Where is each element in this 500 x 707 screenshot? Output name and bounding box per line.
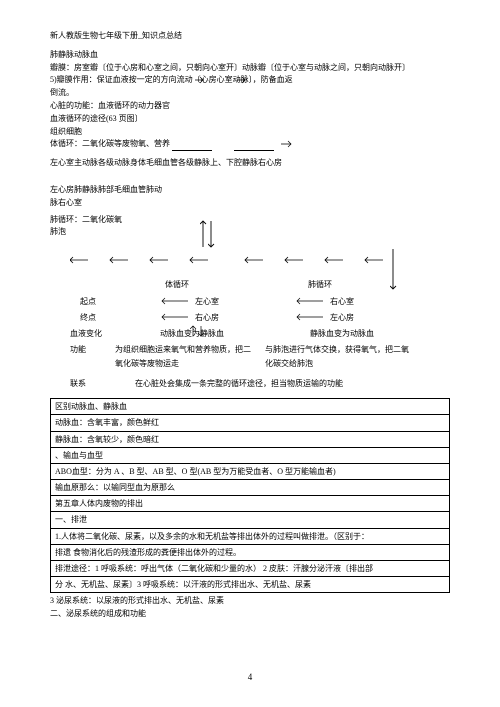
t-cell-3: 静脉血：含氧较少，颜色暗红 <box>51 431 450 447</box>
d-r3c: 静脉血变为动脉血 <box>310 328 374 339</box>
d-r2c: 左心房 <box>330 312 354 323</box>
d-r5c: 化碳交给肺泡 <box>265 358 313 369</box>
d-r5b: 氧化碳等废物运走 <box>115 358 179 369</box>
d-r1c: 右心室 <box>330 296 354 307</box>
t-cell-8: 一、排泄 <box>51 512 450 528</box>
line-2: 瓣膜：房室瓣〔位于心房和心室之间，只朝向心室开〕动脉瓣〔位于心室与动脉之间，只朝… <box>50 62 450 75</box>
circulation-diagram: 体循环 肺循环 起点 左心室 右心室 终点 右心房 左心房 血液变化 动脉血变为… <box>50 244 450 394</box>
d-r4c: 与肺泡进行气体交换，获得氧气，把二氧 <box>265 344 409 355</box>
d-r1b: 左心室 <box>195 296 219 307</box>
t-cell-7: 第五章人体内废物的排出 <box>51 496 450 512</box>
t-cell-10: 排遗 食物消化后的残渣形成的粪便排出体外的过程。 <box>51 544 450 560</box>
line-7: 组织细胞 <box>50 126 450 139</box>
line-13: 肺泡 <box>50 226 450 239</box>
line-6: 血液循环的途径(63 页图〕 <box>50 113 450 126</box>
d-lung-loop: 肺循环 <box>308 279 332 290</box>
d-r6a: 联系 <box>70 378 86 389</box>
line-9: 左心室主动脉各级动脉身体毛细血管各级静脉上、下腔静脉右心房 <box>50 157 450 170</box>
line-5: 心脏的功能：血液循环的动力器官 <box>50 100 450 113</box>
line-t14: 二、泌尿系统的组成和功能 <box>50 608 450 621</box>
line-10: 左心房肺静脉肺部毛细血管肺动 <box>50 184 450 197</box>
d-r4a: 功能 <box>70 344 86 355</box>
d-r6b: 在心脏处会集成一条完整的循环途径，担当物质运输的功能 <box>135 378 343 389</box>
t-cell-12: 分 水、无机盐、尿素〕3 呼吸系统：以汗液的形式排出水、无机盐、尿素 <box>51 577 450 593</box>
doc-header: 新人教版生物七年级下册_知识点总结 <box>50 30 450 43</box>
line-t13: 3 泌尿系统：以尿液的形式排出水、无机盐、尿素 <box>50 595 450 608</box>
line-3: 5)瓣膜作用：保证血液按一定的方向流动〔心房心室动脉〕，防备血返 <box>50 74 450 87</box>
t-cell-9: 1.人体将二氧化碳、尿素，以及多余的水和无机盐等排出体外的过程叫做排泄。（区别于… <box>51 528 450 544</box>
d-r3a: 血液变化 <box>70 328 102 339</box>
line-12: 肺循环：二氧化碳氧 <box>50 214 450 227</box>
line-8: 体循环：二氧化碳等废物氧、营养 <box>50 138 450 151</box>
d-r2b: 右心房 <box>195 312 219 323</box>
t-cell-1: 区别动脉血、静脉血 <box>51 399 450 415</box>
t-cell-5: ABO血型：分为 A 、B 型、AB 型、O 型(AB 型为万能受血者、O 型万… <box>51 463 450 479</box>
d-r2a: 终点 <box>80 312 96 323</box>
line-3-text: 5)瓣膜作用：保证血液按一定的方向流动〔心房心室动脉〕，防备血返 <box>50 75 293 84</box>
d-r1a: 起点 <box>80 296 96 307</box>
d-r4b: 为组织细胞运来氧气和营养物质，把二 <box>115 344 251 355</box>
line-4: 倒流。 <box>50 87 450 100</box>
d-body-loop: 体循环 <box>165 279 189 290</box>
t-cell-2: 动脉血：含氧丰富，颜色鲜红 <box>51 415 450 431</box>
page-number: 4 <box>0 672 500 682</box>
t-cell-4: 、输血与血型 <box>51 447 450 463</box>
t-cell-6: 输血原那么：以输同型血为原那么 <box>51 480 450 496</box>
line-8-text: 体循环：二氧化碳等废物氧、营养 <box>50 139 170 148</box>
line-1: 肺静脉动脉血 <box>50 49 450 62</box>
line-11: 脉右心室 <box>50 197 450 210</box>
t-cell-11: 排泄途径：1 呼吸系统：呼出气体（二氧化碳和少量的水） 2 皮肤：汗腺分泌汗液〔… <box>51 561 450 577</box>
content-table: 区别动脉血、静脉血 动脉血：含氧丰富，颜色鲜红 静脉血：含氧较少，颜色暗红 、输… <box>50 398 450 593</box>
